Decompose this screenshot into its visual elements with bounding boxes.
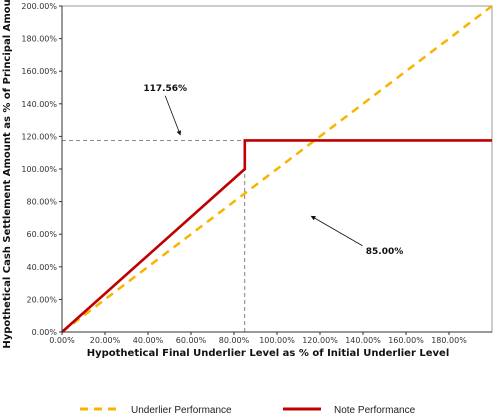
y-tick-label: 180.00% [21, 35, 57, 44]
series-line-underlier-performance [61, 5, 493, 333]
x-tick-label: 140.00% [345, 336, 381, 345]
y-tick-label: 200.00% [21, 2, 57, 11]
annotation-arrow [310, 215, 363, 247]
tick-labels: 0.00% 20.00% 40.00% 60.00% 80.00% 100.00% 120.… [21, 2, 467, 345]
legend: Underlier Performance Note Performance [80, 405, 416, 416]
annotation-label: 85.00% [366, 247, 404, 257]
legend-label: Underlier Performance [131, 405, 232, 416]
annotations: 117.56% 85.00% [143, 84, 403, 257]
y-tick-label: 140.00% [21, 100, 57, 109]
x-tick-label: 40.00% [133, 336, 164, 345]
y-tick-label: 0.00% [32, 328, 58, 337]
y-tick-label: 20.00% [26, 295, 57, 304]
annotation-label: 117.56% [143, 84, 187, 94]
y-axis-title: Hypothetical Cash Settlement Amount as %… [2, 0, 13, 349]
x-tick-label: 180.00% [431, 336, 467, 345]
series-line-note-performance [61, 139, 492, 333]
legend-label: Note Performance [334, 405, 416, 416]
y-tick-label: 80.00% [26, 198, 57, 207]
y-tick-label: 120.00% [21, 132, 57, 141]
y-tick-label: 100.00% [21, 165, 57, 174]
x-tick-label: 20.00% [90, 336, 121, 345]
x-tick-label: 0.00% [49, 336, 75, 345]
x-tick-label: 80.00% [219, 336, 250, 345]
reference-lines [62, 139, 246, 332]
y-tick-label: 60.00% [26, 230, 57, 239]
annotation-arrow [164, 95, 182, 136]
y-tick-label: 160.00% [21, 67, 57, 76]
y-tick-label: 40.00% [26, 263, 57, 272]
x-tick-label: 160.00% [388, 336, 424, 345]
x-tick-label: 100.00% [259, 336, 295, 345]
x-tick-label: 120.00% [302, 336, 338, 345]
series-layer [61, 5, 493, 333]
x-tick-label: 60.00% [176, 336, 207, 345]
x-axis-title: Hypothetical Final Underlier Level as % … [87, 348, 450, 359]
